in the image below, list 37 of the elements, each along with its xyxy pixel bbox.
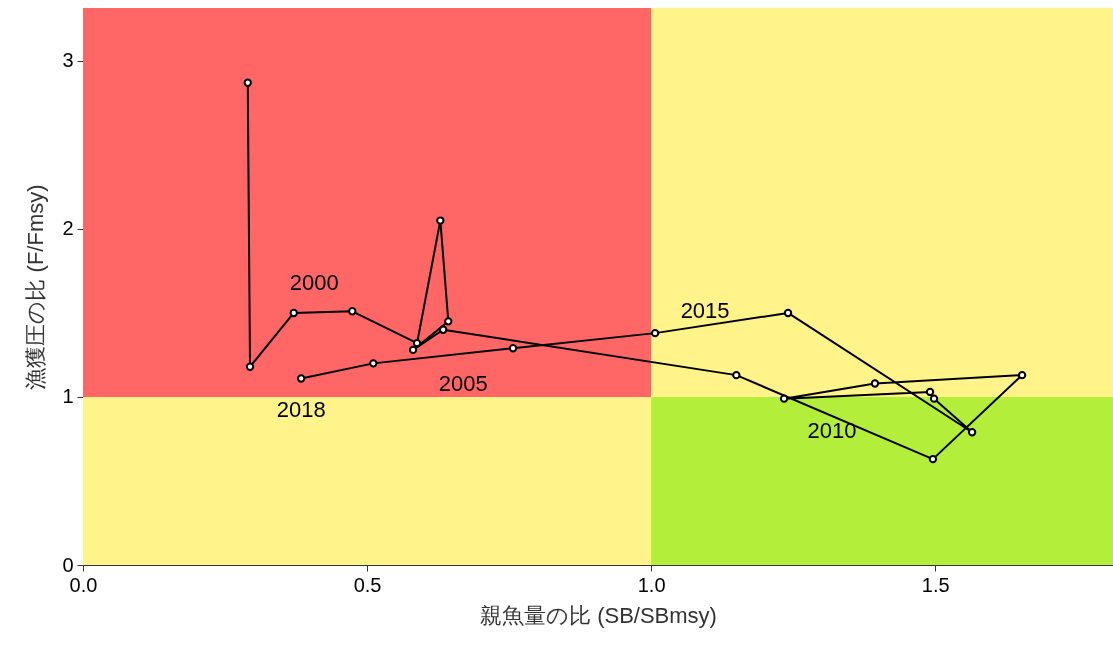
point: [967, 428, 977, 437]
x-axis-title: 親魚量の比 (SB/SBmsy): [480, 602, 717, 628]
point: [732, 370, 741, 380]
point: [439, 325, 448, 334]
annotation: 2010: [807, 417, 857, 443]
annotation: 2015: [680, 298, 730, 324]
annotation: 2018: [276, 397, 326, 423]
point: [783, 308, 793, 318]
y-tick-label: 1: [62, 385, 74, 408]
y-tick-label: 3: [62, 49, 74, 72]
point: [245, 362, 255, 371]
point: [369, 359, 378, 368]
point: [408, 345, 418, 355]
x-tick-label: 1.0: [637, 573, 666, 596]
point: [412, 339, 422, 348]
annotation: 2005: [438, 370, 488, 396]
point: [297, 374, 306, 383]
x-tick-label: 0.0: [69, 573, 98, 596]
point: [929, 394, 939, 403]
y-tick-label: 0: [62, 553, 74, 576]
point: [289, 308, 298, 318]
point: [925, 387, 935, 397]
point: [650, 328, 660, 338]
x-tick-label: 0.5: [353, 573, 382, 596]
point: [1017, 370, 1027, 380]
point: [444, 317, 453, 326]
point: [436, 216, 445, 225]
point: [928, 454, 938, 464]
y-tick-label: 2: [62, 217, 74, 240]
annotation: 2000: [289, 270, 339, 296]
point: [779, 394, 789, 403]
point: [348, 307, 357, 316]
point: [508, 344, 518, 353]
y-axis-title: 漁獲圧の比 (F/Fmsy): [23, 184, 49, 390]
x-tick-label: 1.5: [921, 573, 950, 596]
point: [243, 78, 252, 87]
point: [870, 379, 880, 388]
